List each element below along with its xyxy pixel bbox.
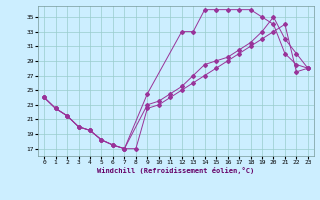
X-axis label: Windchill (Refroidissement éolien,°C): Windchill (Refroidissement éolien,°C) bbox=[97, 167, 255, 174]
